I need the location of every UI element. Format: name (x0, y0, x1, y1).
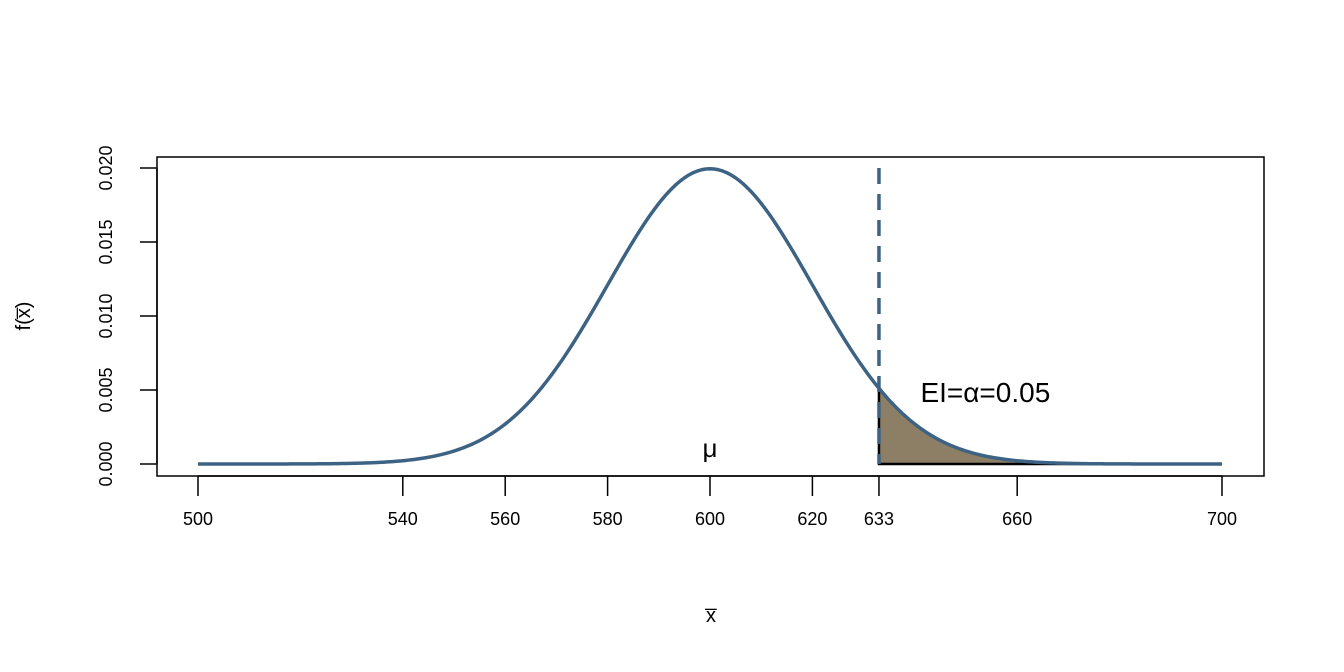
x-tick-label: 600 (695, 509, 725, 529)
x-tick-label: 500 (183, 509, 213, 529)
x-axis-title: x̅ (705, 605, 717, 627)
x-tick-label: 620 (797, 509, 827, 529)
x-tick-label: 700 (1207, 509, 1237, 529)
y-tick-label: 0.015 (96, 219, 116, 264)
y-tick-label: 0.010 (96, 293, 116, 338)
y-tick-label: 0.020 (96, 145, 116, 190)
x-tick-label: 560 (490, 509, 520, 529)
x-tick-label: 660 (1002, 509, 1032, 529)
y-axis-title: f(x̅) (13, 302, 35, 331)
x-tick-label: 580 (593, 509, 623, 529)
plot-frame (156, 156, 1265, 477)
y-tick-label: 0.000 (96, 441, 116, 486)
y-tick-label: 0.005 (96, 367, 116, 412)
alpha-annotation: EI=α=0.05 (920, 377, 1050, 408)
x-tick-label: 540 (388, 509, 418, 529)
density-curve (198, 167, 1222, 466)
x-tick-label: 633 (864, 509, 894, 529)
mu-annotation: μ (703, 433, 718, 463)
